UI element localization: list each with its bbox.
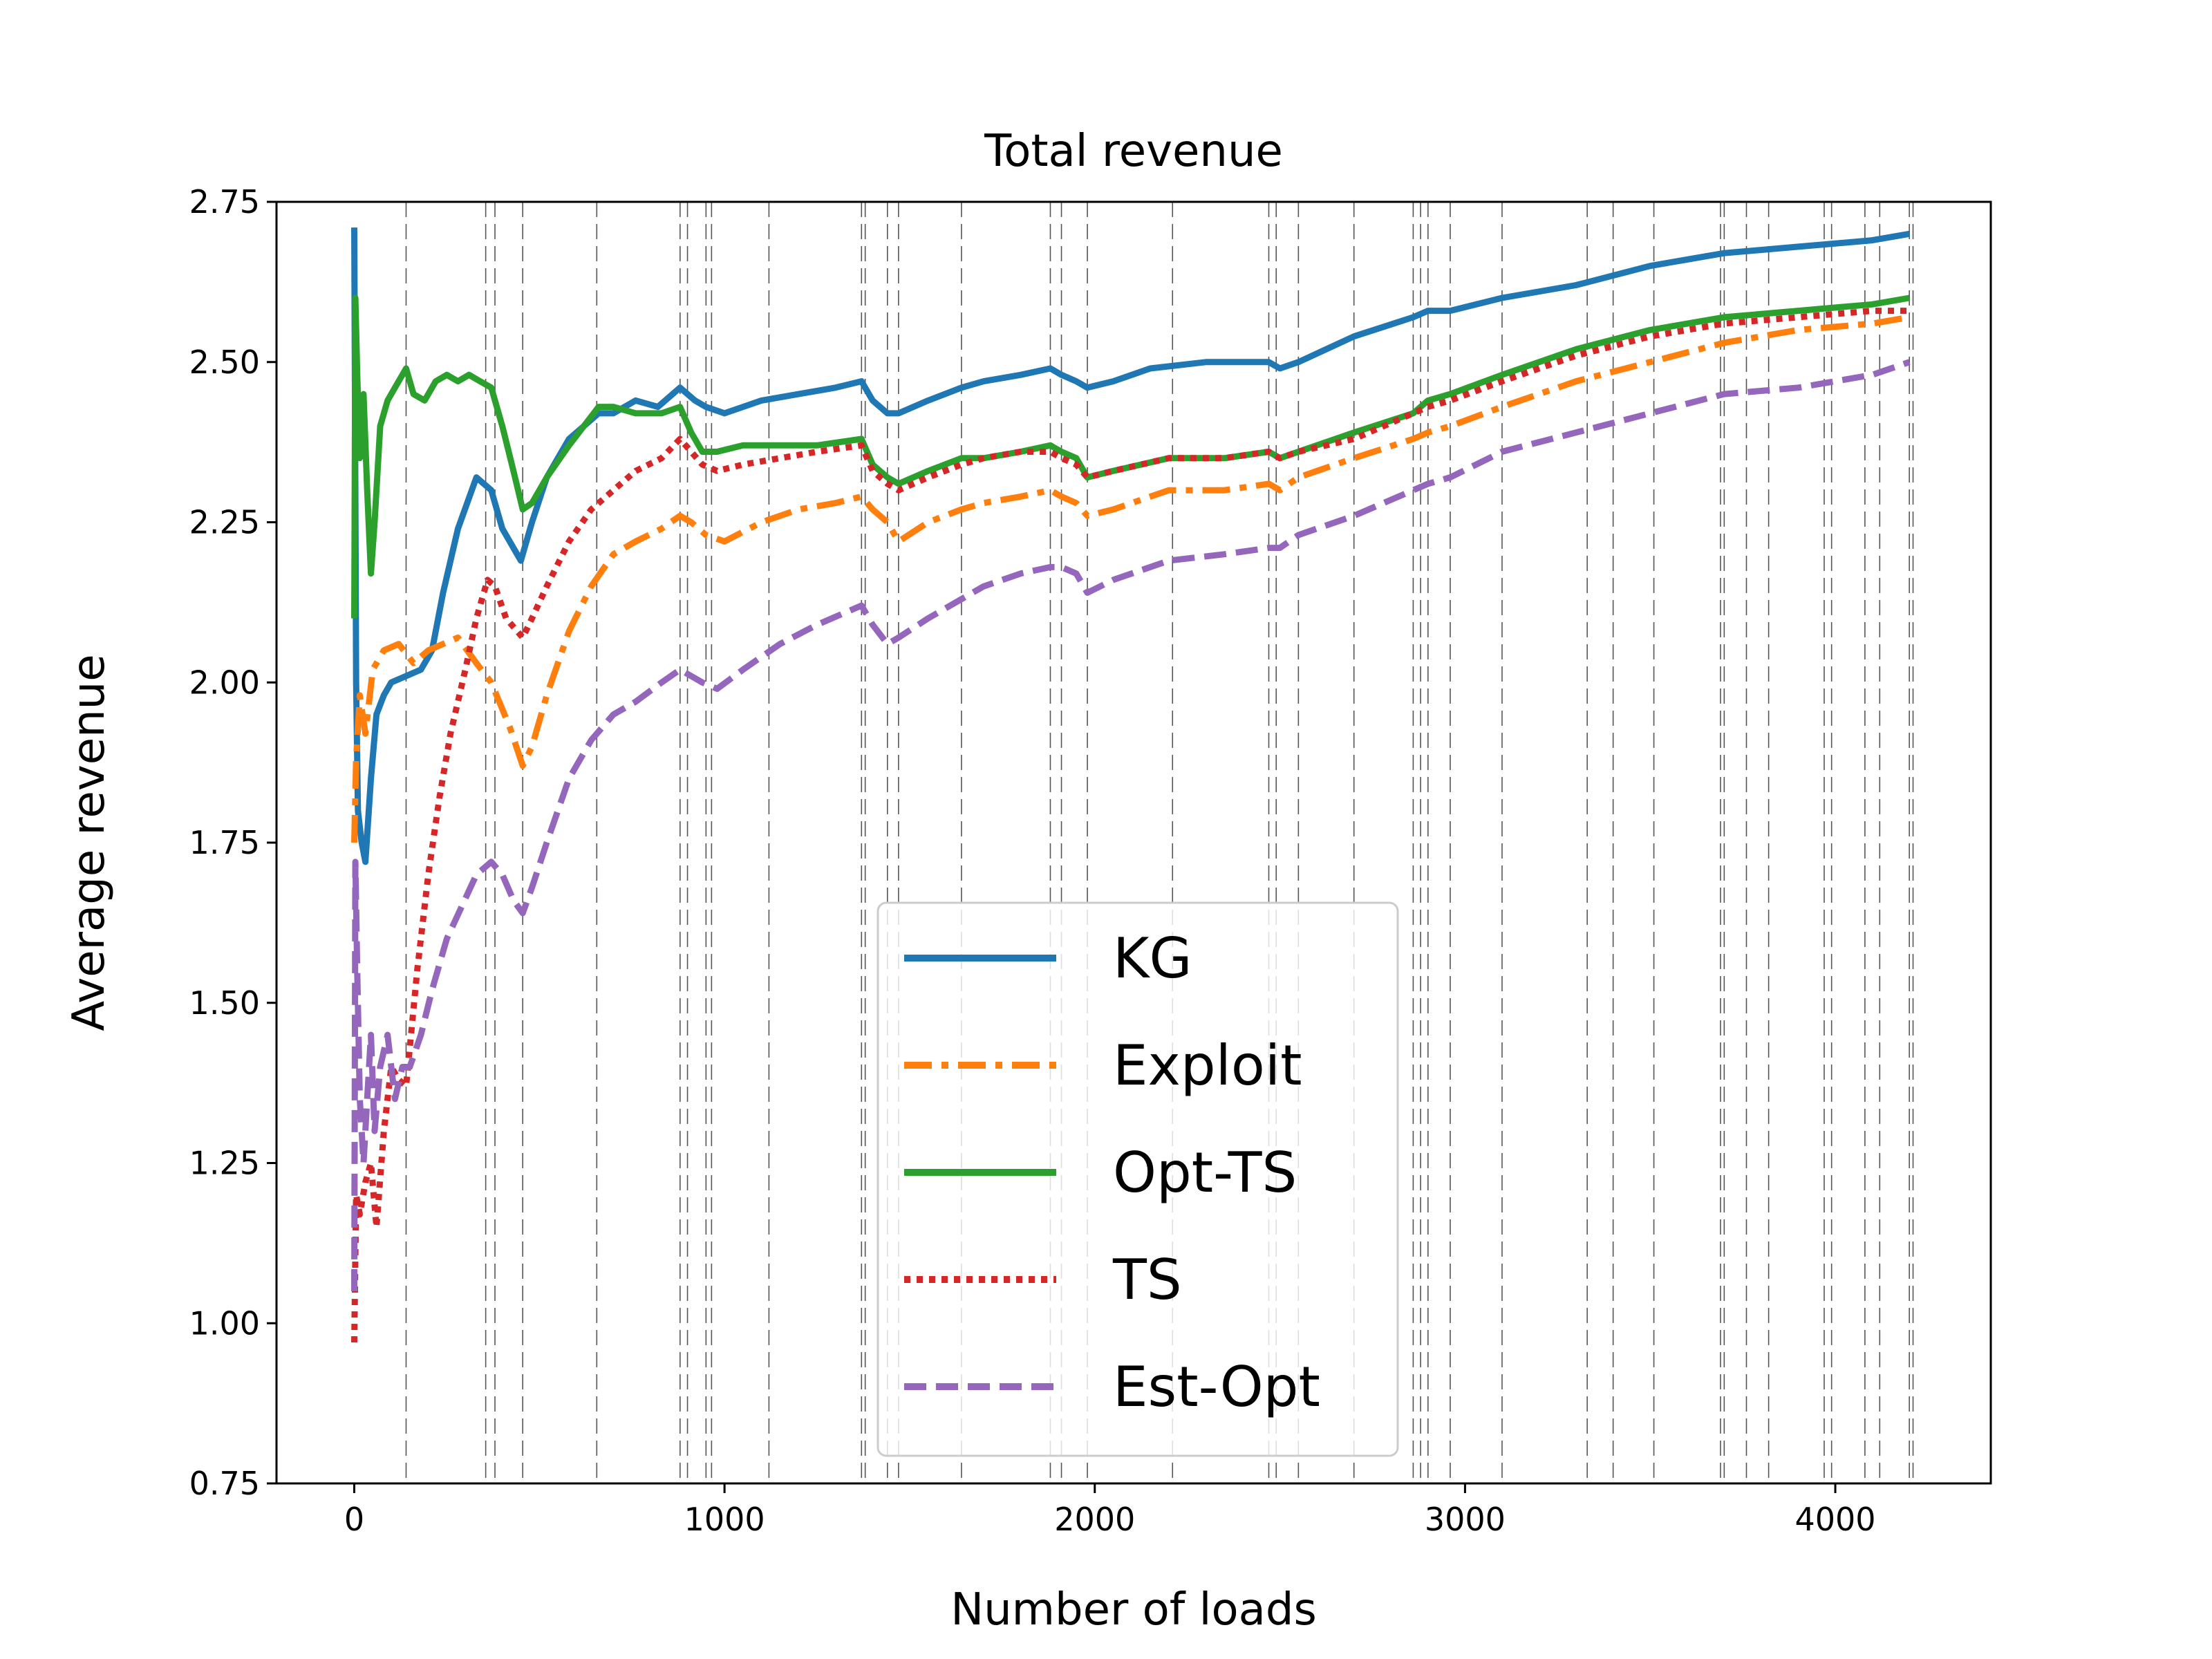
y-tick-label: 1.00 <box>189 1304 260 1342</box>
x-axis-label: Number of loads <box>950 1584 1317 1635</box>
y-tick-label: 2.00 <box>189 664 260 701</box>
y-tick-label: 1.75 <box>189 824 260 861</box>
y-axis-ticks: 0.75 1.00 1.25 1.50 1.75 2.00 2.25 2.50 2.75 <box>189 183 276 1502</box>
y-tick-label: 0.75 <box>189 1465 260 1502</box>
x-axis-ticks: 0 1000 2000 3000 4000 <box>344 1483 1876 1538</box>
legend-frame <box>877 901 1399 1457</box>
series-line-est-opt <box>351 359 1911 1291</box>
series-line-ts <box>351 308 1910 1343</box>
series-lines <box>351 227 1911 1343</box>
legend-items: KG Exploit Opt-TS TS Est-Opt <box>904 926 1320 1419</box>
legend-label-ts: TS <box>1112 1248 1182 1312</box>
chart-title: Total revenue <box>984 126 1283 177</box>
x-tick-label: 1000 <box>684 1501 765 1538</box>
legend-label-kg: KG <box>1113 926 1192 991</box>
y-axis-label: Average revenue <box>64 654 115 1031</box>
x-tick-label: 4000 <box>1794 1501 1875 1538</box>
y-tick-label: 1.50 <box>189 984 260 1022</box>
legend-label-est-opt: Est-Opt <box>1113 1355 1320 1419</box>
y-tick-label: 2.25 <box>189 504 260 541</box>
x-tick-label: 0 <box>344 1501 364 1538</box>
series-line-opt-ts <box>351 294 1910 619</box>
y-tick-label: 1.25 <box>189 1145 260 1182</box>
legend-label-exploit: Exploit <box>1113 1033 1302 1098</box>
legend: KG Exploit Opt-TS TS Est-Opt <box>877 901 1399 1457</box>
y-tick-label: 2.75 <box>189 183 260 221</box>
series-line-kg <box>351 227 1910 865</box>
x-tick-label: 2000 <box>1054 1501 1135 1538</box>
x-tick-label: 3000 <box>1425 1501 1506 1538</box>
y-tick-label: 2.50 <box>189 344 260 381</box>
legend-label-opt-ts: Opt-TS <box>1113 1141 1297 1205</box>
